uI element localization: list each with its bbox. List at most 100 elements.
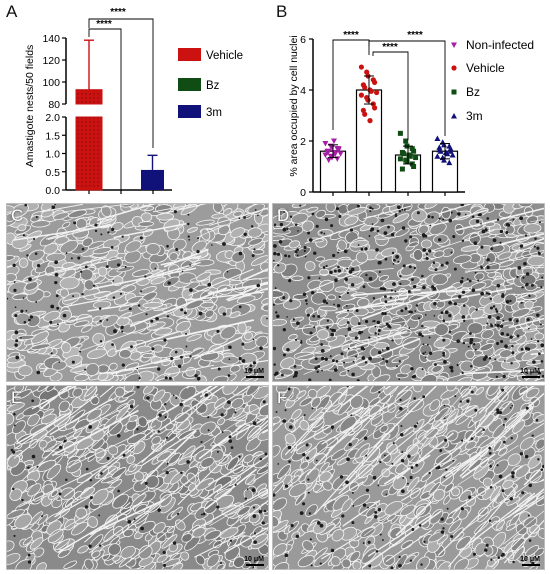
cell-nucleus (511, 351, 515, 355)
cell-nucleus (350, 414, 353, 417)
muscle-fiber (123, 373, 142, 381)
cell-nucleus (498, 474, 503, 479)
muscle-fiber (273, 516, 279, 528)
cell-nucleus (273, 493, 276, 497)
panel-b-data-point (365, 97, 371, 103)
muscle-fiber (519, 436, 535, 451)
cell-nucleus (258, 509, 263, 514)
tissue-streak (99, 386, 115, 398)
muscle-fiber (247, 227, 263, 238)
cell-nucleus (121, 363, 125, 367)
cell-nucleus (354, 336, 358, 340)
muscle-fiber (168, 452, 181, 465)
tissue-streak (295, 322, 339, 330)
cell-nucleus (438, 217, 441, 220)
muscle-fiber (170, 563, 184, 569)
cell-nucleus (404, 307, 408, 311)
muscle-fiber (288, 333, 298, 341)
panel-b-data-point (372, 79, 378, 85)
cell-nucleus (399, 406, 403, 411)
tissue-streak (459, 406, 534, 478)
muscle-fiber (273, 262, 287, 274)
tissue-streak (184, 291, 265, 302)
tissue-streak (88, 498, 165, 554)
cell-nucleus (350, 267, 355, 272)
muscle-fiber (308, 407, 324, 421)
cell-nucleus (286, 347, 290, 352)
muscle-fiber (296, 390, 307, 399)
cell-nucleus (521, 491, 525, 495)
cell-nucleus (273, 251, 277, 256)
muscle-fiber (235, 420, 247, 427)
muscle-fiber (175, 320, 192, 333)
tissue-streak (503, 510, 544, 545)
muscle-fiber (22, 405, 41, 417)
cell-nucleus (54, 272, 59, 277)
cell-nucleus (503, 440, 506, 444)
cell-nucleus (461, 290, 466, 294)
tissue-streak (459, 368, 544, 375)
cell-nucleus (486, 265, 490, 270)
micrograph-e-texture (7, 386, 268, 569)
cell-nucleus (54, 204, 57, 206)
cell-nucleus (400, 309, 404, 313)
muscle-fiber (7, 213, 15, 223)
cell-nucleus (98, 514, 101, 517)
muscle-fiber (273, 445, 281, 458)
cell-nucleus (459, 400, 462, 403)
tissue-streak (13, 393, 99, 459)
cell-nucleus (387, 225, 390, 229)
cell-nucleus (140, 526, 144, 531)
panel-e-letter: E (11, 388, 23, 407)
cell-nucleus (485, 543, 489, 547)
muscle-fiber (305, 307, 315, 316)
tissue-streak (149, 386, 226, 438)
cell-nucleus (369, 229, 373, 232)
muscle-fiber (299, 419, 310, 431)
cell-nucleus (448, 301, 452, 305)
tissue-streak (141, 429, 197, 467)
cell-nucleus (338, 295, 342, 299)
cell-nucleus (343, 249, 348, 254)
micrograph-f: F 10 μM (272, 385, 545, 570)
muscle-fiber (377, 224, 396, 236)
cell-nucleus (100, 233, 103, 236)
cell-nucleus (470, 390, 474, 394)
tissue-streak (350, 394, 394, 443)
cell-nucleus (282, 227, 287, 232)
cell-nucleus (163, 338, 167, 342)
cell-nucleus (139, 236, 143, 240)
cell-nucleus (495, 341, 500, 346)
muscle-fiber (219, 527, 239, 539)
muscle-fiber (420, 374, 438, 381)
cell-nucleus (398, 563, 402, 568)
cell-nucleus (433, 301, 437, 306)
cell-nucleus (303, 249, 306, 253)
cell-nucleus (520, 347, 524, 351)
cell-nucleus (317, 365, 321, 368)
cell-nucleus (137, 304, 141, 307)
tissue-streak (63, 291, 106, 302)
cell-nucleus (442, 354, 446, 357)
cell-nucleus (13, 288, 17, 293)
cell-nucleus (444, 438, 448, 442)
cell-nucleus (319, 562, 322, 565)
cell-nucleus (509, 299, 512, 303)
cell-nucleus (424, 351, 427, 354)
muscle-fiber (226, 456, 240, 471)
muscle-fiber (17, 224, 27, 232)
cell-nucleus (157, 430, 161, 433)
tissue-streak (49, 398, 113, 436)
muscle-fiber (492, 423, 506, 439)
muscle-fiber (383, 386, 399, 396)
tissue-streak (284, 386, 352, 456)
cell-nucleus (357, 244, 360, 246)
cell-nucleus (414, 310, 417, 312)
tissue-streak (307, 419, 361, 462)
muscle-fiber (87, 516, 99, 528)
cell-nucleus (392, 263, 395, 265)
tissue-streak (321, 402, 393, 445)
tissue-streak (314, 433, 388, 516)
muscle-fiber (177, 456, 192, 465)
cell-nucleus (146, 396, 150, 400)
